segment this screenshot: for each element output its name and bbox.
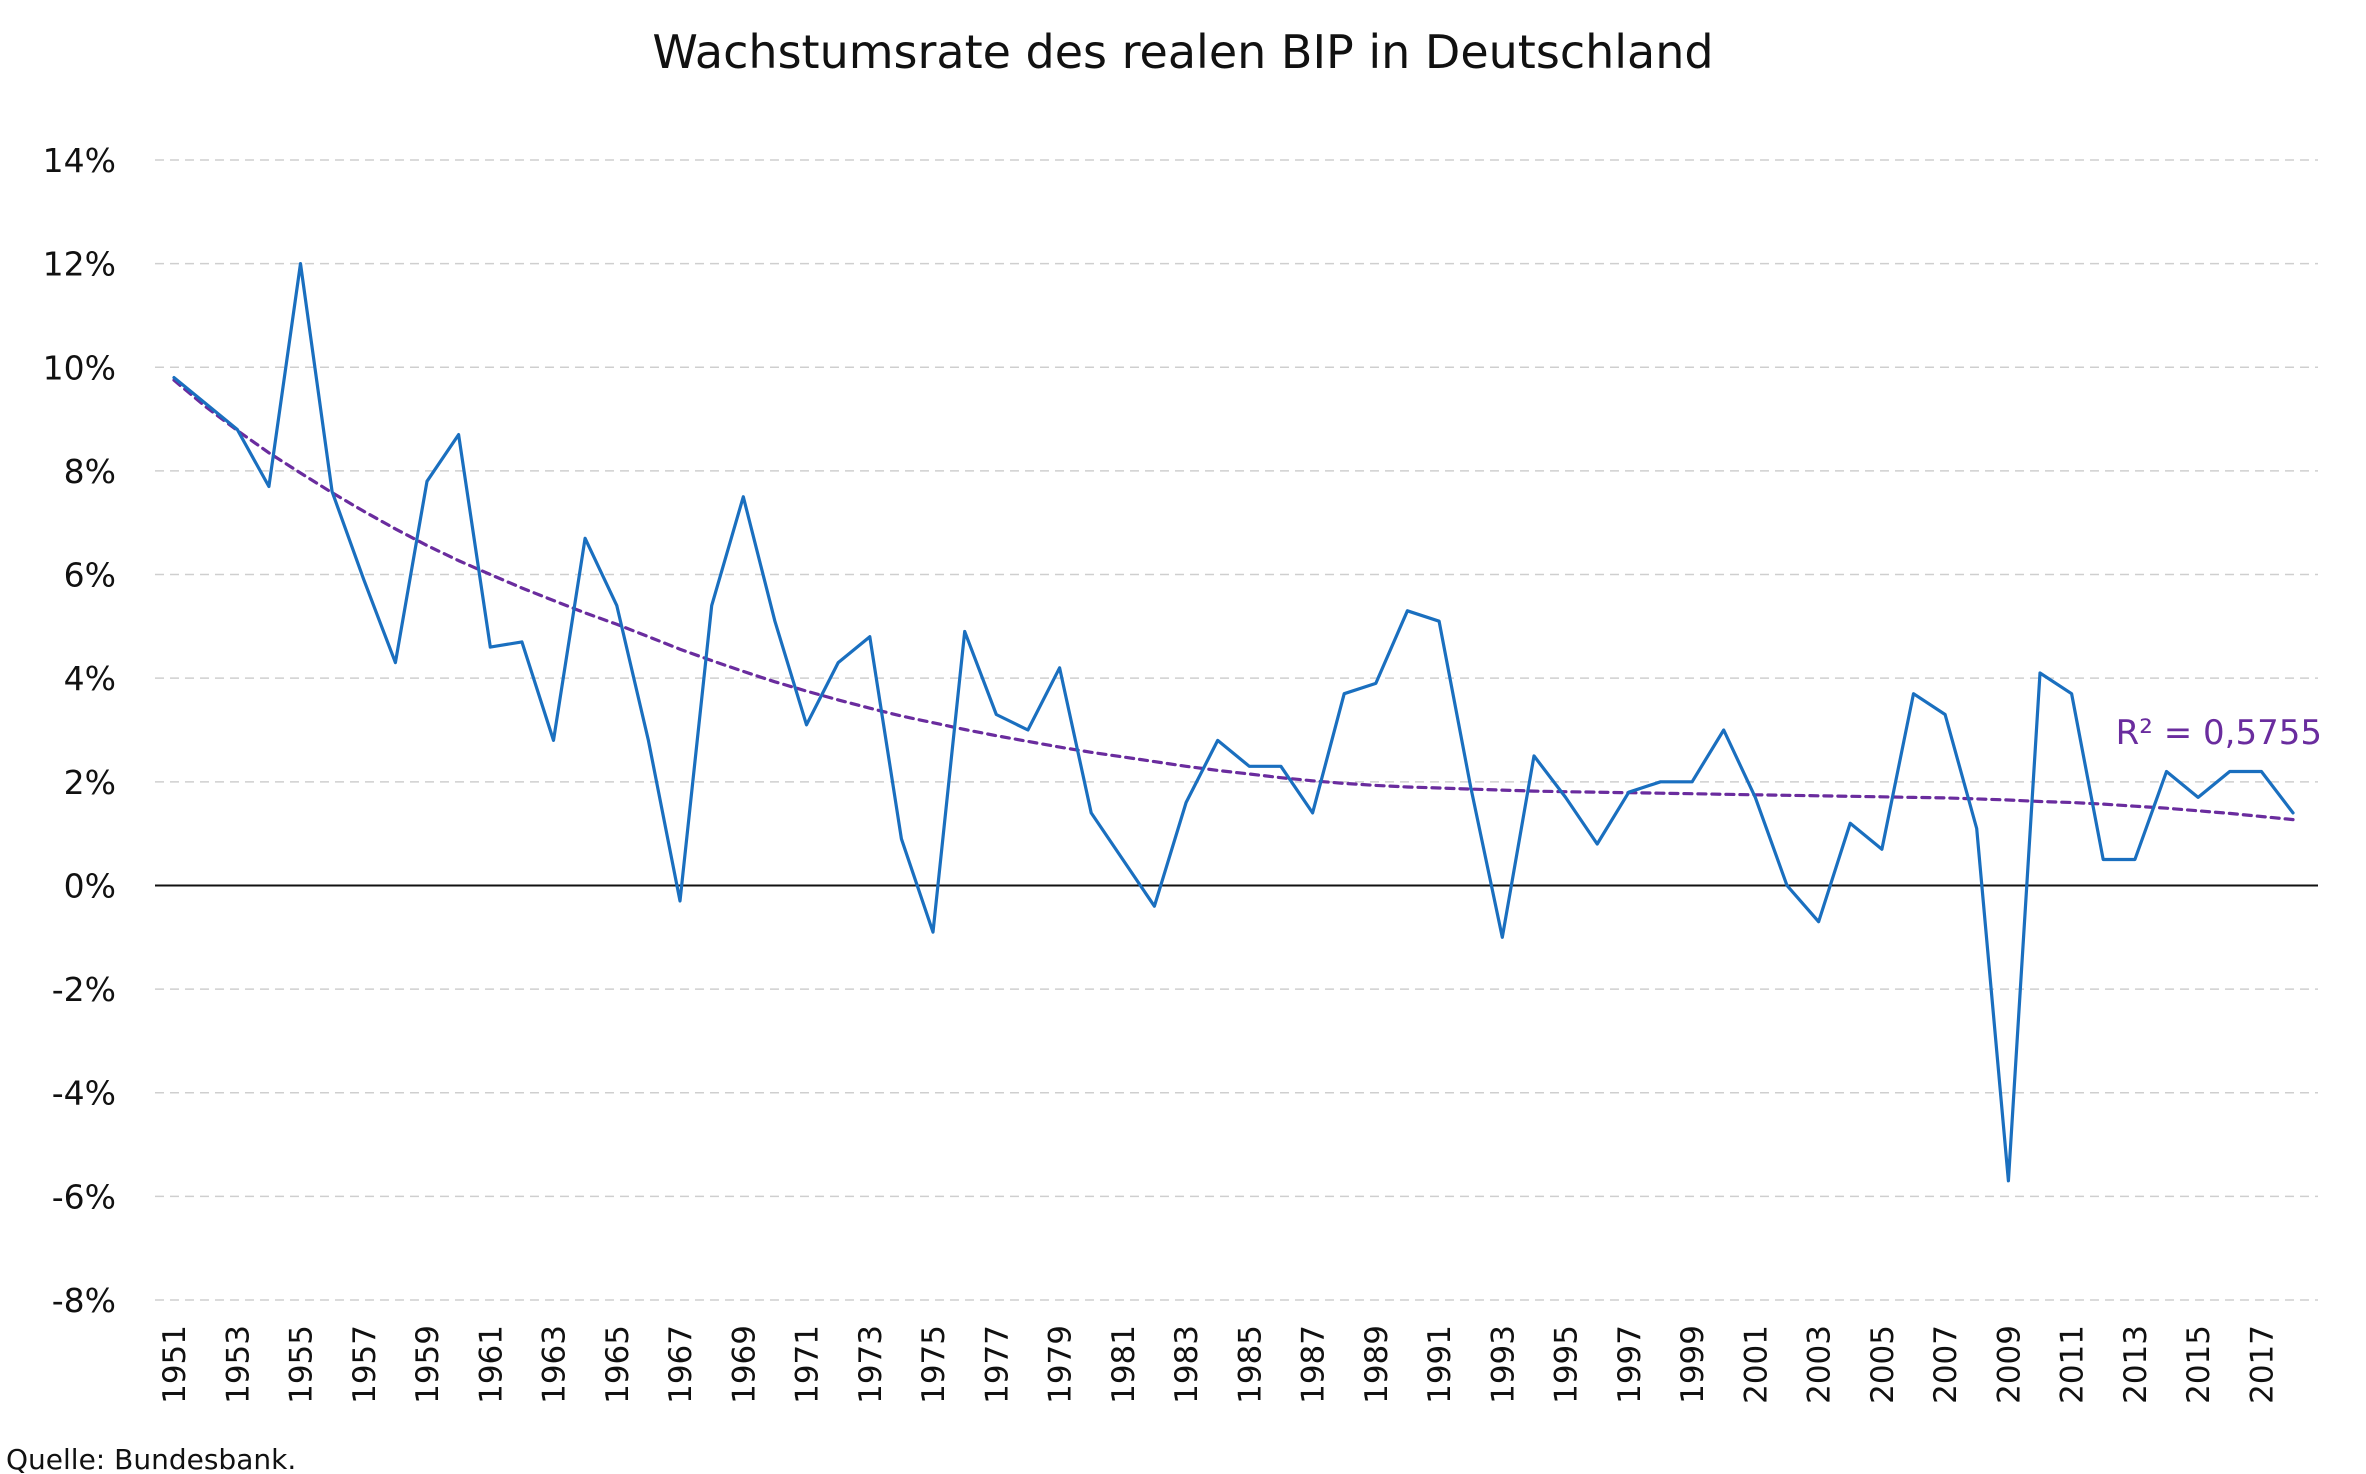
y-tick-label: -4% [52,1074,116,1113]
x-tick-label: 2003 [1802,1325,1838,1404]
x-tick-label: 2009 [1991,1325,2027,1404]
grid-lines [155,159,2318,1301]
y-tick-label: 0% [64,866,116,905]
x-tick-label: 1969 [726,1325,762,1404]
r-squared-annotation: R² = 0,5755 [2116,713,2322,753]
y-tick-label: 12% [43,245,116,284]
x-tick-label: 1987 [1296,1325,1332,1404]
x-tick-label: 1959 [410,1325,446,1404]
x-axis-tick-labels: 1951 1953 1955 1957 1959 1961 1963 1965 1967 1969… [157,1325,2280,1404]
x-tick-label: 1953 [220,1325,256,1404]
y-axis-tick-labels: 14% 12% 10% 8% 6% 4% 2% 0% -2% -4% -6% -8% [43,141,116,1320]
y-tick-label: 10% [43,348,116,387]
x-tick-label: 1991 [1422,1325,1458,1404]
x-tick-label: 2001 [1738,1325,1774,1404]
x-tick-label: 2015 [2181,1325,2217,1404]
x-tick-label: 1951 [157,1325,193,1404]
y-tick-label: 2% [64,763,116,802]
x-tick-label: 1955 [284,1325,320,1404]
x-tick-label: 2005 [1865,1325,1901,1404]
x-tick-label: 1993 [1485,1325,1521,1404]
x-tick-label: 1979 [1043,1325,1079,1404]
x-tick-label: 2007 [1928,1325,1964,1404]
source-note: Quelle: Bundesbank. [6,1443,296,1474]
x-tick-label: 2017 [2244,1325,2280,1404]
x-tick-label: 1981 [1106,1325,1142,1404]
x-tick-label: 1961 [473,1325,509,1404]
x-tick-label: 2011 [2055,1325,2091,1404]
x-tick-label: 1971 [790,1325,826,1404]
y-tick-label: 14% [43,141,116,180]
x-tick-label: 1965 [600,1325,636,1404]
x-tick-label: 1977 [979,1325,1015,1404]
x-tick-label: 1967 [663,1325,699,1404]
x-tick-label: 1999 [1675,1325,1711,1404]
x-tick-label: 1997 [1612,1325,1648,1404]
y-tick-label: -2% [52,970,116,1009]
x-tick-label: 1957 [347,1325,383,1404]
chart-title: Wachstumsrate des realen BIP in Deutschl… [652,25,1713,79]
y-tick-label: 6% [64,556,116,595]
x-tick-label: 1989 [1359,1325,1395,1404]
x-tick-label: 1985 [1232,1325,1268,1404]
chart-series [172,262,2295,1183]
trend-line [172,378,2295,822]
y-tick-label: -6% [52,1177,116,1216]
y-tick-label: -8% [52,1281,116,1320]
x-tick-label: 2013 [2118,1325,2154,1404]
gdp-growth-line [172,262,2295,1183]
x-tick-label: 1995 [1549,1325,1585,1404]
x-tick-label: 1983 [1169,1325,1205,1404]
y-tick-label: 8% [64,452,116,491]
x-tick-label: 1973 [853,1325,889,1404]
x-tick-label: 1963 [537,1325,573,1404]
x-tick-label: 1975 [916,1325,952,1404]
y-tick-label: 4% [64,659,116,698]
